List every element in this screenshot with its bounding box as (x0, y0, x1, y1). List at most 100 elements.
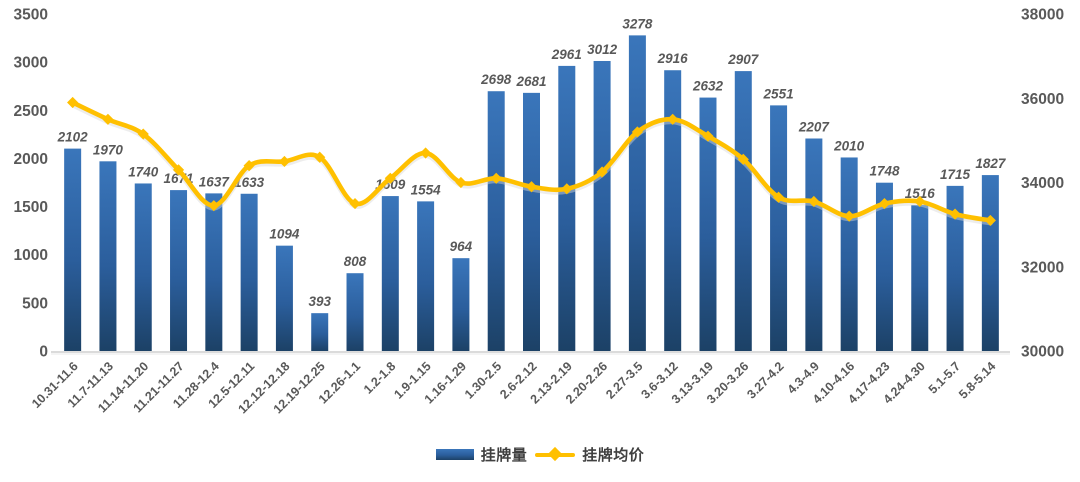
bar (946, 185, 964, 351)
bar-series-swatch-icon (435, 449, 474, 460)
line-point-marker (949, 208, 961, 220)
bar-value-label: 2207 (798, 119, 831, 134)
bar-value-label: 1827 (975, 156, 1007, 171)
line-point-marker (702, 130, 714, 142)
left-axis-tick-label: 1000 (14, 247, 48, 264)
left-axis-tick-label: 2500 (14, 103, 48, 120)
bar-value-label: 2961 (551, 47, 582, 62)
line-point-marker (384, 172, 396, 184)
line-point-marker (243, 160, 255, 172)
line-point-marker (667, 113, 679, 125)
line-point-marker (843, 210, 855, 222)
bar (134, 183, 152, 351)
bar (487, 91, 505, 352)
bar (911, 205, 929, 351)
line-point-marker (455, 176, 467, 189)
bar-value-label: 2698 (480, 72, 512, 87)
line-point-marker (137, 128, 149, 140)
bar-value-label: 1740 (128, 164, 159, 179)
bar-value-label: 1970 (93, 142, 124, 157)
bar (699, 97, 717, 352)
bar-value-label: 2681 (515, 74, 546, 89)
right-axis-tick-label: 34000 (1021, 175, 1064, 192)
bar (558, 65, 576, 351)
legend-label-price: 挂牌均价 (582, 447, 645, 464)
line-point-marker (596, 166, 608, 178)
bar-value-label: 2102 (57, 130, 89, 145)
bar (205, 193, 223, 351)
bar-value-label: 2551 (763, 86, 794, 101)
line-point-marker (525, 181, 538, 193)
bar (240, 193, 258, 351)
bar-value-label: 3278 (622, 16, 653, 31)
left-axis-tick-label: 3000 (14, 55, 48, 72)
line-point-marker (631, 126, 643, 138)
bar (99, 161, 117, 351)
bar (64, 148, 82, 351)
bar-value-label: 964 (450, 239, 473, 254)
bar (805, 138, 823, 351)
line-series-swatch-icon (535, 446, 576, 462)
bar (981, 175, 999, 351)
bar (417, 201, 435, 351)
bar (840, 157, 858, 351)
bar (875, 182, 893, 351)
line-point-marker (172, 164, 185, 176)
x-axis-category-label: 1.30-2.5 (462, 359, 504, 401)
line-point-marker (490, 172, 502, 184)
x-axis-category-label: 2.27-3.5 (603, 359, 645, 401)
bar-value-label: 3012 (587, 42, 618, 57)
bar (628, 35, 646, 351)
left-axis-tick-label: 0 (39, 344, 48, 361)
line-point-marker (772, 191, 785, 203)
bar-value-label: 1094 (269, 227, 300, 242)
bar-value-label: 2010 (833, 138, 865, 153)
x-axis-category-label: 5.8-5.14 (956, 359, 998, 401)
bar (770, 105, 788, 351)
line-point-marker (208, 200, 220, 212)
line-point-marker (314, 151, 326, 163)
line-point-marker (984, 214, 996, 227)
line-point-marker (102, 113, 114, 125)
left-axis-tick-label: 2000 (14, 151, 48, 168)
legend-label-volume: 挂牌量 (480, 447, 528, 464)
bar-value-label: 2916 (657, 51, 689, 66)
right-axis-tick-label: 30000 (1021, 344, 1064, 361)
bar (311, 313, 329, 351)
bar-value-label: 393 (308, 294, 331, 309)
bar-value-label: 2907 (727, 52, 760, 67)
line-point-marker (349, 197, 361, 210)
line-point-marker (914, 195, 926, 208)
line-point-marker (737, 153, 749, 165)
diamond-marker-icon (548, 446, 563, 462)
bar (170, 190, 188, 351)
bar (452, 258, 470, 351)
x-axis-category-label: 3.27-4.2 (744, 359, 786, 401)
right-axis-tick-label: 32000 (1021, 259, 1064, 276)
bar-value-label: 1637 (199, 174, 231, 189)
bar-value-label: 2632 (692, 79, 724, 94)
bar-value-label: 1748 (869, 164, 900, 179)
right-axis-tick-label: 38000 (1021, 7, 1064, 24)
bar (346, 273, 364, 351)
bar (593, 60, 611, 351)
legend: 挂牌量 挂牌均价 (0, 444, 1080, 465)
line-point-marker (67, 96, 79, 109)
bar (664, 70, 682, 351)
line-point-marker (808, 195, 820, 208)
bar-value-label: 808 (344, 254, 367, 269)
left-axis-tick-label: 3500 (14, 7, 48, 24)
bar-value-label: 1609 (375, 177, 406, 192)
line-point-marker (561, 183, 573, 195)
left-axis-tick-label: 500 (22, 295, 48, 312)
bar-value-label: 1715 (940, 167, 971, 182)
legend-item-price: 挂牌均价 (529, 444, 644, 465)
bar (734, 71, 752, 352)
right-axis-tick-label: 36000 (1021, 91, 1064, 108)
legend-item-volume: 挂牌量 (435, 444, 528, 465)
bar (275, 245, 293, 351)
bar-value-label: 1633 (234, 175, 265, 190)
line-point-marker (878, 197, 891, 210)
